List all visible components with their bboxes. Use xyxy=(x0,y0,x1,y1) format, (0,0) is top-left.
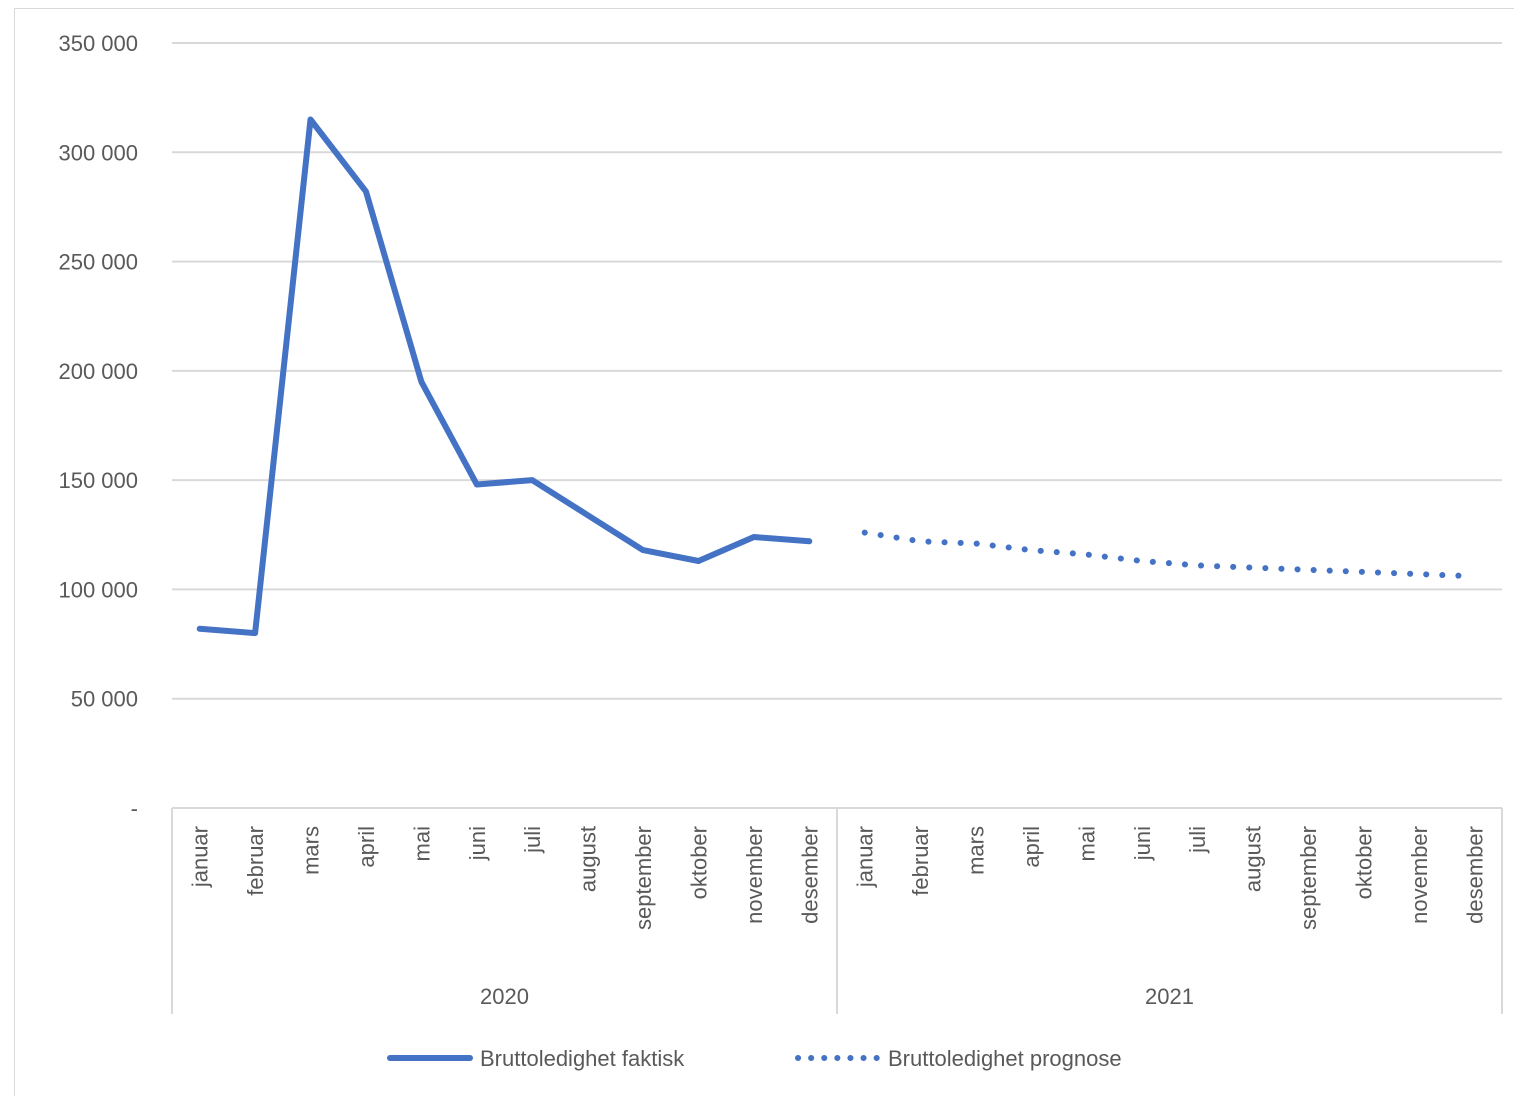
x-tick-label: april xyxy=(1019,826,1044,868)
x-tick-label: juni xyxy=(465,826,490,861)
x-tick-label: september xyxy=(631,826,656,930)
series-line-faktisk xyxy=(196,116,813,637)
x-tick-label: februar xyxy=(243,826,268,896)
x-tick-label: juli xyxy=(1185,826,1210,854)
y-tick-label: 50 000 xyxy=(71,687,138,712)
x-tick-label: januar xyxy=(853,826,878,888)
x-tick-label: mai xyxy=(1074,826,1099,861)
x-group-label: 2020 xyxy=(480,984,529,1009)
x-tick-label: juli xyxy=(520,826,545,854)
y-tick-label: 100 000 xyxy=(58,577,138,602)
y-tick-label: 150 000 xyxy=(58,468,138,493)
legend: Bruttoledighet faktisk Bruttoledighet pro… xyxy=(387,1046,1122,1071)
x-axis: januar februar mars april mai juni juli august s… xyxy=(171,807,1503,1014)
series-lines xyxy=(196,116,1478,637)
chart-frame xyxy=(14,8,1514,1096)
y-tick-label: 300 000 xyxy=(58,140,138,165)
x-tick-label: desember xyxy=(1462,826,1487,924)
x-tick-label: oktober xyxy=(1351,826,1376,899)
legend-label: Bruttoledighet prognose xyxy=(888,1046,1122,1071)
x-tick-label: april xyxy=(354,826,379,868)
x-tick-label: mars xyxy=(299,826,324,875)
x-group-label: 2021 xyxy=(1145,984,1194,1009)
x-tick-label: november xyxy=(742,826,767,924)
x-tick-label: august xyxy=(576,826,601,892)
x-tick-label: februar xyxy=(908,826,933,896)
legend-label: Bruttoledighet faktisk xyxy=(480,1046,685,1071)
y-tick-label: 200 000 xyxy=(58,359,138,384)
x-tick-label: mars xyxy=(964,826,989,875)
y-tick-label: 250 000 xyxy=(58,250,138,275)
y-axis-ticks: - 50 000 100 000 150 000 200 000 250 000 300 0… xyxy=(58,31,138,821)
series-line-prognose xyxy=(861,529,1478,580)
y-tick-label: 350 000 xyxy=(58,31,138,56)
gridlines xyxy=(172,42,1502,700)
x-tick-label: august xyxy=(1241,826,1266,892)
x-tick-label: mai xyxy=(409,826,434,861)
x-tick-label: januar xyxy=(188,826,213,888)
x-tick-label: desember xyxy=(797,826,822,924)
x-tick-label: juni xyxy=(1130,826,1155,861)
y-tick-label: - xyxy=(131,796,138,821)
x-tick-label: oktober xyxy=(686,826,711,899)
x-tick-label: september xyxy=(1296,826,1321,930)
x-tick-label: november xyxy=(1407,826,1432,924)
